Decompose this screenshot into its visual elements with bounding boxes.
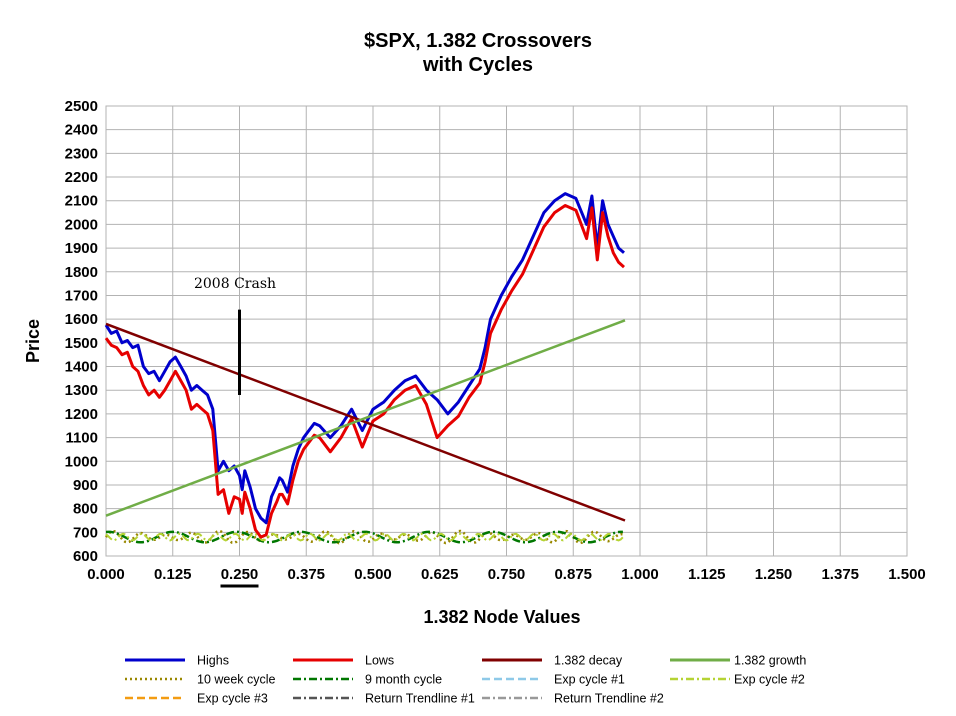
- y-tick-label: 1600: [65, 311, 98, 328]
- legend: Highs Lows 1.382 decay 1.382 growth 10 week …: [125, 654, 806, 706]
- legend-label: Lows: [365, 654, 394, 668]
- legend-label: 9 month cycle: [365, 673, 442, 687]
- x-tick-label: 0.375: [287, 566, 325, 583]
- y-tick-label: 1100: [65, 430, 98, 447]
- annotation-text: 2008 Crash: [194, 276, 276, 292]
- x-tick-label: 0.125: [154, 566, 192, 583]
- x-tick-label: 1.000: [621, 566, 659, 583]
- x-tick-label: 0.625: [421, 566, 459, 583]
- series-line-1-382-growth: [105, 319, 626, 517]
- y-tick-label: 1800: [65, 264, 98, 281]
- y-tick-label: 1300: [65, 382, 98, 399]
- x-tick-label: 0.875: [554, 566, 592, 583]
- y-axis-title: Price: [23, 319, 43, 363]
- y-tick-label: 2200: [65, 169, 98, 186]
- y-tick-label: 2300: [65, 145, 98, 162]
- y-tick-label: 1700: [65, 287, 98, 304]
- legend-label: Return Trendline #1: [365, 692, 475, 706]
- x-tick-label: 1.500: [888, 566, 926, 583]
- grid: [105, 105, 908, 557]
- legend-label: 1.382 decay: [554, 654, 623, 668]
- y-tick-label: 2500: [65, 98, 98, 115]
- y-tick-label: 1200: [65, 406, 98, 423]
- legend-label: Exp cycle #2: [734, 673, 805, 687]
- legend-label: Highs: [197, 654, 229, 668]
- y-tick-label: 700: [73, 524, 98, 541]
- y-tick-label: 2000: [65, 216, 98, 233]
- legend-label: Exp cycle #1: [554, 673, 625, 687]
- y-tick-label: 1000: [65, 453, 98, 470]
- y-tick-label: 2100: [65, 193, 98, 210]
- x-axis-title: 1.382 Node Values: [423, 607, 580, 627]
- cycle-line: [104, 529, 624, 545]
- y-tick-label: 800: [73, 501, 98, 518]
- x-tick-label: 1.375: [821, 566, 859, 583]
- series-line-1-382-decay: [105, 322, 626, 522]
- legend-label: 10 week cycle: [197, 673, 276, 687]
- chart-title-line2: with Cycles: [422, 54, 533, 76]
- y-tick-label: 1400: [65, 359, 98, 376]
- series-line-highs: [104, 192, 625, 525]
- y-axis-ticks: 600 700 800 900 1000 1100 1200 1300 1400 1500 1600…: [65, 98, 98, 565]
- x-tick-label: 1.125: [688, 566, 726, 583]
- x-axis-ticks: 0.000 0.125 0.250 0.375 0.500 0.625 0.750 0.875…: [87, 566, 926, 588]
- x-tick-label: 0.250: [221, 566, 259, 583]
- y-tick-label: 1500: [65, 335, 98, 352]
- x-tick-label: 0.000: [87, 566, 125, 583]
- y-tick-label: 2400: [65, 122, 98, 139]
- plot-area-border: [105, 105, 908, 557]
- cycle-line: [105, 532, 624, 542]
- x-tick-label: 0.750: [488, 566, 526, 583]
- chart-title-line1: $SPX, 1.382 Crossovers: [364, 30, 592, 52]
- y-tick-label: 1900: [65, 240, 98, 257]
- annotation: 2008 Crash: [194, 276, 276, 395]
- y-tick-label: 600: [73, 548, 98, 565]
- series-group: [104, 192, 626, 539]
- cycle-band: [104, 529, 624, 545]
- legend-label: Exp cycle #3: [197, 692, 268, 706]
- x-tick-label: 0.500: [354, 566, 392, 583]
- legend-label: 1.382 growth: [734, 654, 806, 668]
- series-line-lows: [104, 204, 625, 539]
- legend-label: Return Trendline #2: [554, 692, 664, 706]
- x-tick-label: 1.250: [755, 566, 793, 583]
- y-tick-label: 900: [73, 477, 98, 494]
